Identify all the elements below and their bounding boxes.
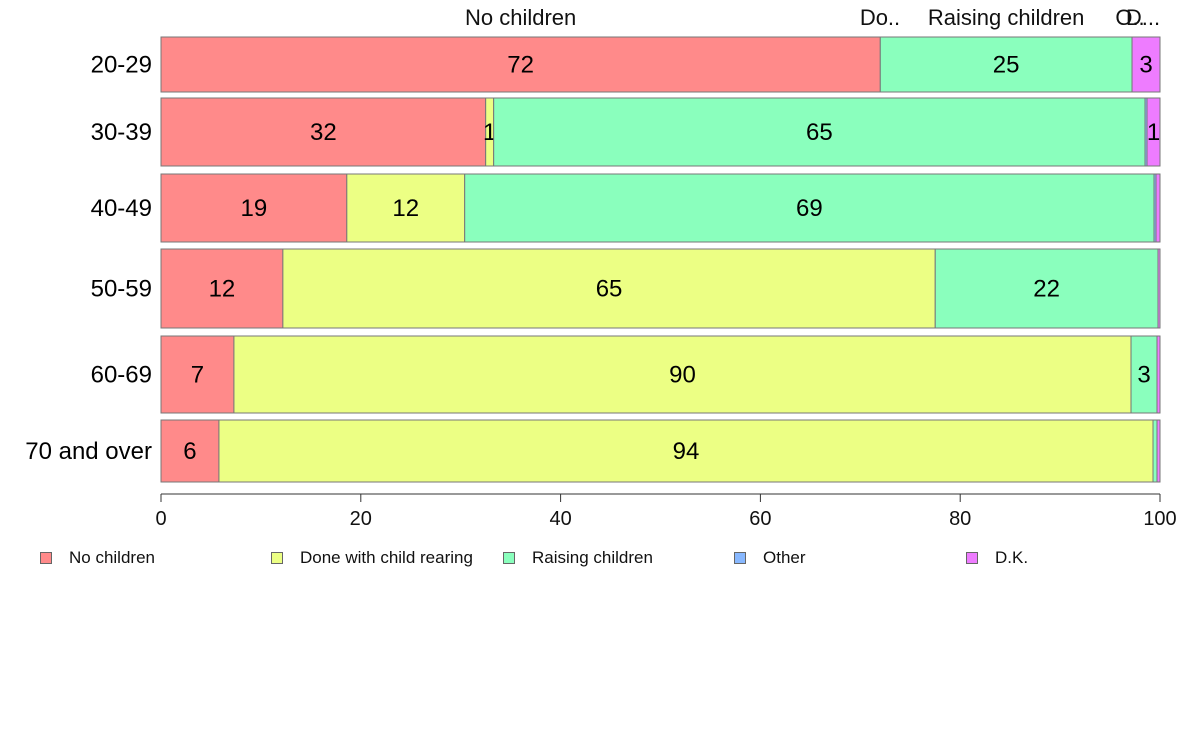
data-label: 12 xyxy=(392,195,419,222)
category-label: 50-59 xyxy=(91,276,152,303)
data-label: 32 xyxy=(310,119,337,146)
segment-top-label: O.. xyxy=(1115,5,1144,30)
legend-item: Done with child rearing xyxy=(271,546,473,570)
bar-segment xyxy=(1156,419,1161,483)
data-label: 72 xyxy=(507,52,534,79)
category-label: 30-39 xyxy=(91,119,152,146)
legend-item: No children xyxy=(40,546,155,570)
bar-segment xyxy=(160,97,487,167)
bar-segment xyxy=(1146,97,1161,167)
legend-swatch xyxy=(734,552,746,564)
legend-label: Raising children xyxy=(532,548,653,567)
data-label: 94 xyxy=(673,438,700,465)
bar-segment xyxy=(160,173,348,243)
data-label: 6 xyxy=(183,438,196,465)
bar-segment xyxy=(934,248,1159,329)
legend-item: Other xyxy=(734,546,806,570)
segment-top-label: D... xyxy=(1126,5,1160,30)
bar-segment xyxy=(1157,248,1161,329)
data-label: 22 xyxy=(1033,276,1060,303)
category-label: 70 and over xyxy=(25,438,152,465)
bar-segment xyxy=(160,419,220,483)
bar-segment xyxy=(464,173,1155,243)
legend-label: Done with child rearing xyxy=(300,548,473,567)
legend-item: Raising children xyxy=(503,546,653,570)
bar-segment xyxy=(160,335,235,414)
x-tick-label: 60 xyxy=(749,508,771,530)
bar-segment xyxy=(1131,36,1161,93)
x-tick-label: 20 xyxy=(350,508,372,530)
x-tick-label: 100 xyxy=(1143,508,1176,530)
data-label: 69 xyxy=(796,195,823,222)
bar-segment xyxy=(160,248,284,329)
bar-segment xyxy=(1152,419,1158,483)
data-label: 12 xyxy=(209,276,236,303)
legend-label: Other xyxy=(763,548,806,567)
category-label: 40-49 xyxy=(91,195,152,222)
category-label: 20-29 xyxy=(91,52,152,79)
data-label: 25 xyxy=(993,52,1020,79)
legend-swatch xyxy=(271,552,283,564)
legend-item: D.K. xyxy=(966,546,1028,570)
x-tick-label: 0 xyxy=(155,508,166,530)
category-label: 60-69 xyxy=(91,362,152,389)
x-tick-label: 80 xyxy=(949,508,971,530)
bar-segment xyxy=(282,248,936,329)
data-label: 3 xyxy=(1139,52,1152,79)
legend-swatch xyxy=(966,552,978,564)
bar-segment xyxy=(1130,335,1158,414)
legend-label: D.K. xyxy=(995,548,1029,567)
segment-top-label: No children xyxy=(465,5,576,30)
bar-segment xyxy=(160,36,881,93)
data-label: 1 xyxy=(483,119,496,146)
data-label: 19 xyxy=(241,195,268,222)
bar-segment xyxy=(233,335,1132,414)
segment-top-label: Do.. xyxy=(860,5,900,30)
legend-label: No children xyxy=(69,548,155,567)
data-label: 65 xyxy=(806,119,833,146)
bar-segment xyxy=(493,97,1146,167)
bar-segment xyxy=(1156,335,1161,414)
bar-segment xyxy=(218,419,1154,483)
data-label: 65 xyxy=(596,276,623,303)
bar-segment xyxy=(346,173,466,243)
data-label: 1 xyxy=(1147,119,1160,146)
legend-swatch xyxy=(503,552,515,564)
data-label: 7 xyxy=(191,362,204,389)
segment-top-label: Raising children xyxy=(928,5,1085,30)
bar-segment xyxy=(879,36,1133,93)
data-label: 90 xyxy=(669,362,696,389)
data-label: 3 xyxy=(1137,362,1150,389)
x-tick-label: 40 xyxy=(549,508,571,530)
bar-segment xyxy=(1155,173,1161,243)
legend-swatch xyxy=(40,552,52,564)
chart-legend: No children Done with child rearing Raisin… xyxy=(0,546,1188,570)
